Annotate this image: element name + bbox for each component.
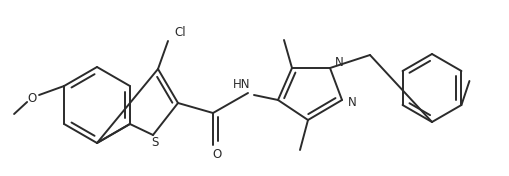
- Text: S: S: [151, 137, 158, 149]
- Text: N: N: [334, 55, 343, 68]
- Text: O: O: [27, 92, 37, 105]
- Text: Cl: Cl: [174, 27, 185, 39]
- Text: O: O: [212, 149, 221, 162]
- Text: HN: HN: [233, 78, 250, 92]
- Text: N: N: [347, 96, 356, 108]
